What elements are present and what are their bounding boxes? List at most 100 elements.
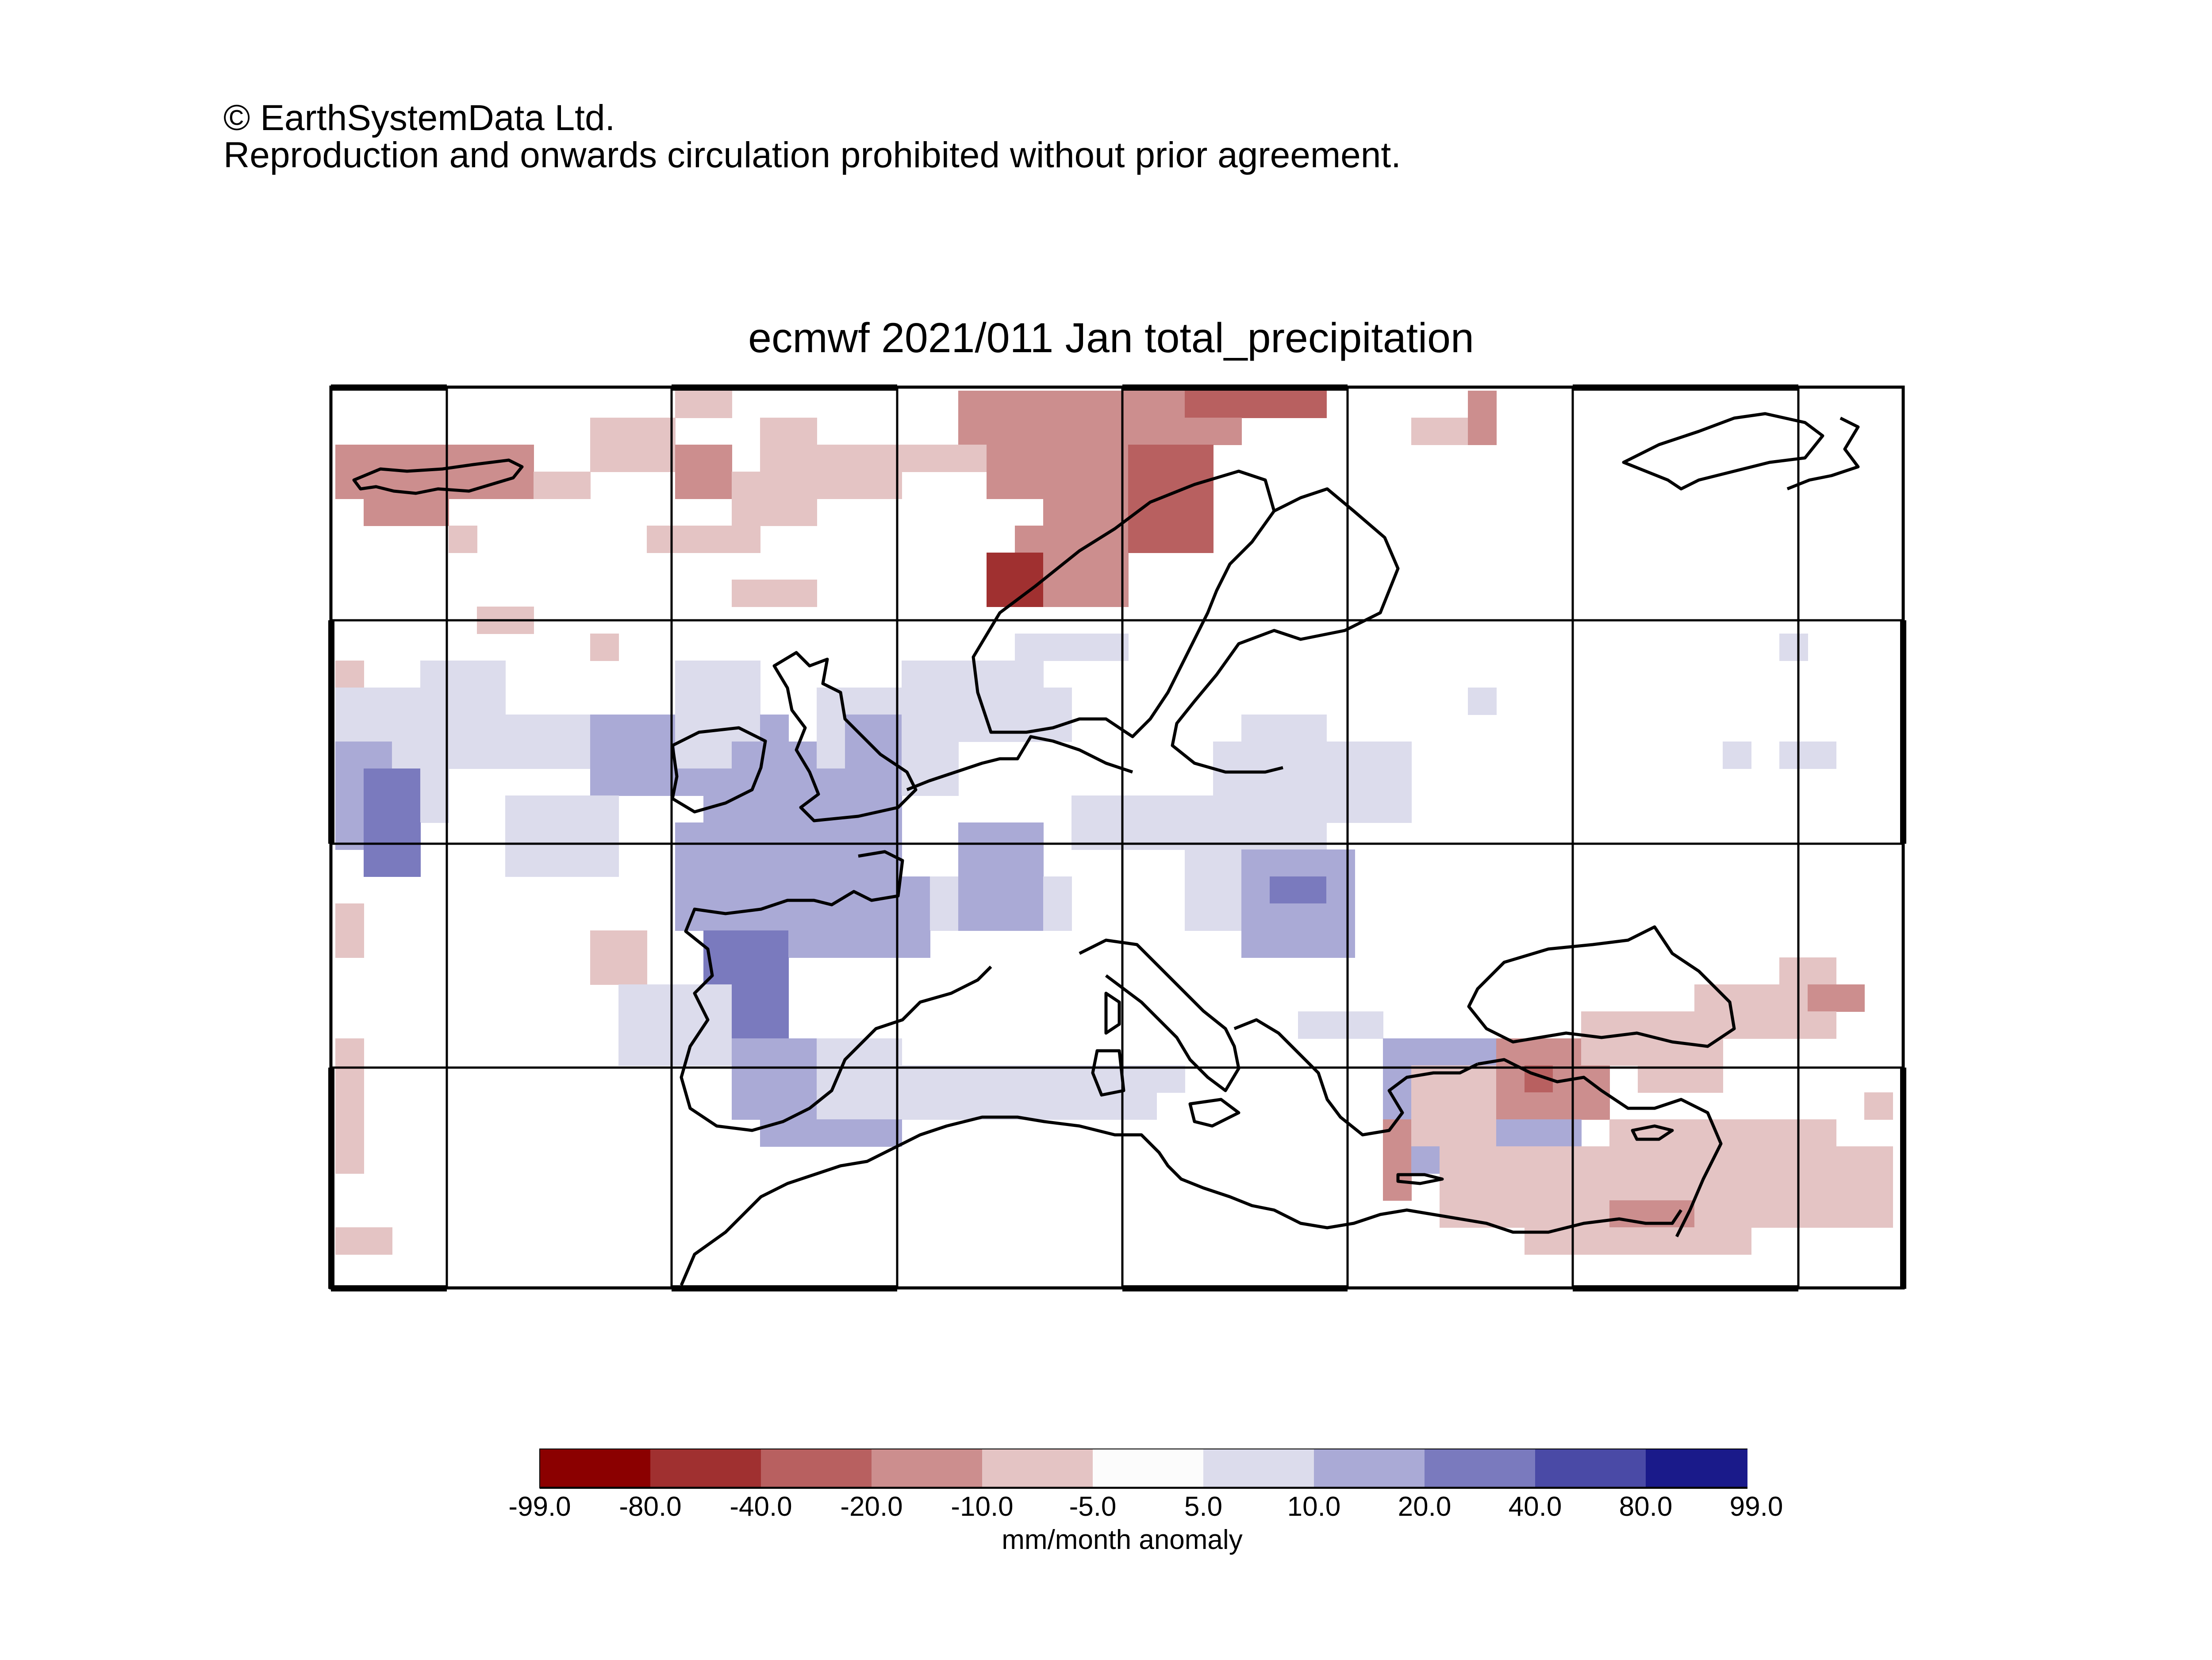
anomaly-cell — [703, 472, 732, 499]
anomaly-cell — [1100, 1092, 1129, 1120]
anomaly-cell — [788, 472, 817, 499]
anomaly-cell — [1468, 1065, 1497, 1093]
anomaly-cell — [930, 903, 959, 931]
anomaly-cell — [703, 1011, 732, 1039]
anomaly-cell — [1779, 957, 1808, 985]
anomaly-cell — [1553, 1227, 1582, 1255]
anomaly-cell — [618, 715, 647, 742]
anomaly-cell — [534, 715, 562, 742]
anomaly-cell — [1298, 769, 1327, 796]
anomaly-cell — [562, 472, 591, 499]
legend-tick-label: -10.0 — [951, 1491, 1014, 1522]
legend-units: mm/month anomaly — [1002, 1525, 1243, 1555]
frame-bar — [1573, 1285, 1798, 1291]
anomaly-cell — [1609, 1173, 1638, 1201]
anomaly-cell — [618, 1038, 647, 1066]
coastline — [972, 469, 1276, 738]
anomaly-cell — [1015, 876, 1044, 904]
anomaly-cell — [703, 903, 732, 931]
anomaly-cell — [675, 849, 704, 877]
frame-bar — [1900, 620, 1906, 844]
anomaly-cell — [760, 580, 789, 607]
anomaly-cell — [1525, 1146, 1553, 1174]
anomaly-cell — [760, 769, 789, 796]
anomaly-cell — [958, 661, 987, 688]
anomaly-cell — [902, 1092, 930, 1120]
anomaly-cell — [335, 715, 364, 742]
anomaly-cell — [1326, 903, 1355, 931]
anomaly-cell — [1694, 1038, 1723, 1066]
anomaly-cell — [1156, 391, 1185, 418]
anomaly-cell — [335, 742, 364, 769]
anomaly-cell — [1411, 1092, 1440, 1120]
anomaly-cell — [1071, 472, 1100, 499]
anomaly-cell — [1779, 1173, 1808, 1201]
anomaly-cell — [1609, 1227, 1638, 1255]
coastline — [352, 458, 524, 495]
anomaly-cell — [732, 580, 760, 607]
anomaly-cell — [1638, 1173, 1667, 1201]
anomaly-cell — [1043, 876, 1072, 904]
anomaly-cell — [732, 661, 760, 688]
anomaly-cell — [845, 1092, 874, 1120]
anomaly-cell — [1694, 984, 1723, 1012]
anomaly-cell — [562, 742, 591, 769]
color-legend — [539, 1449, 1747, 1489]
anomaly-cell — [420, 688, 449, 715]
anomaly-cell — [1723, 1200, 1751, 1228]
anomaly-cell — [477, 742, 506, 769]
graticule — [331, 387, 1903, 1288]
anomaly-cell — [392, 769, 421, 796]
anomaly-cells — [335, 391, 1893, 1255]
anomaly-cell — [335, 1065, 364, 1093]
legend-swatch — [1314, 1449, 1425, 1488]
anomaly-cell — [1128, 1065, 1157, 1093]
anomaly-cell — [449, 526, 477, 553]
anomaly-cell — [618, 769, 647, 796]
coastline — [680, 1115, 1682, 1286]
anomaly-cell — [1241, 822, 1270, 850]
anomaly-cell — [618, 930, 647, 958]
anomaly-cell — [760, 445, 789, 472]
anomaly-cell — [392, 849, 421, 877]
anomaly-cell — [1043, 903, 1072, 931]
anomaly-cell — [1100, 553, 1129, 580]
anomaly-cell — [845, 822, 874, 850]
anomaly-cell — [1525, 1119, 1553, 1147]
anomaly-cell — [1553, 1200, 1582, 1228]
anomaly-cell — [1581, 1146, 1610, 1174]
anomaly-cell — [1638, 1146, 1667, 1174]
anomaly-cell — [902, 715, 930, 742]
anomaly-cell — [902, 661, 930, 688]
anomaly-cell — [1808, 1011, 1836, 1039]
anomaly-cell — [845, 903, 874, 931]
anomaly-cell — [1241, 930, 1270, 958]
anomaly-cell — [335, 903, 364, 931]
anomaly-cell — [1836, 1146, 1865, 1174]
legend-swatch — [982, 1449, 1093, 1488]
legend-swatch — [1535, 1449, 1646, 1488]
anomaly-cell — [703, 391, 732, 418]
anomaly-cell — [788, 1065, 817, 1093]
anomaly-cell — [703, 445, 732, 472]
anomaly-cell — [1015, 688, 1044, 715]
anomaly-cell — [1723, 1146, 1751, 1174]
anomaly-cell — [590, 634, 619, 661]
coastline — [1171, 487, 1400, 774]
anomaly-cell — [675, 472, 704, 499]
anomaly-cell — [477, 715, 506, 742]
anomaly-cell — [534, 472, 562, 499]
anomaly-cell — [817, 742, 845, 769]
anomaly-cell — [1411, 1038, 1440, 1066]
anomaly-cell — [1553, 1119, 1582, 1147]
anomaly-cell — [1015, 1092, 1044, 1120]
anomaly-cell — [817, 822, 845, 850]
anomaly-cell — [1015, 391, 1044, 418]
anomaly-cell — [1553, 1092, 1582, 1120]
copyright-line-2: Reproduction and onwards circulation pro… — [223, 135, 1401, 175]
anomaly-cell — [1043, 499, 1072, 526]
anomaly-cell — [732, 957, 760, 985]
anomaly-cell — [1043, 1065, 1072, 1093]
legend-swatch — [1093, 1449, 1203, 1488]
anomaly-cell — [930, 715, 959, 742]
